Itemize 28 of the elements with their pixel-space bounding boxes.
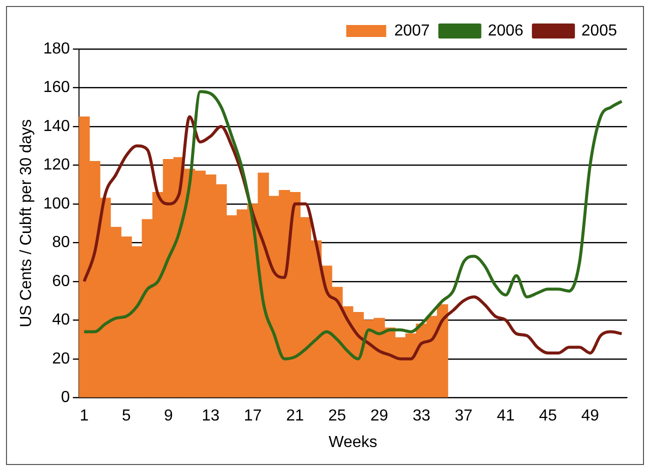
y-tick-label: 20 — [52, 350, 70, 368]
x-tick-label: 17 — [244, 408, 262, 425]
x-tick-label: 45 — [539, 408, 557, 425]
x-tick-label: 37 — [454, 408, 473, 425]
x-tick-label: 25 — [328, 408, 346, 425]
y-tick-label: 80 — [52, 234, 70, 252]
x-tick-label: 5 — [122, 408, 131, 425]
y-tick-label: 140 — [43, 118, 70, 135]
y-tick-label: 120 — [43, 156, 70, 174]
y-tick-label: 180 — [43, 40, 70, 58]
legend-label: 2005 — [581, 22, 618, 40]
y-tick-label: 100 — [43, 195, 70, 212]
y-axis-title: US Cents / Cubft per 30 days — [18, 119, 36, 328]
x-tick-label: 9 — [164, 408, 174, 425]
x-tick-label: 13 — [202, 408, 220, 425]
x-tick-label: 33 — [412, 408, 430, 425]
x-tick-label: 49 — [581, 408, 600, 425]
x-tick-label: 21 — [286, 408, 304, 425]
y-tick-label: 40 — [52, 312, 70, 329]
x-tick-label: 1 — [80, 408, 89, 425]
y-tick-label: 0 — [60, 389, 70, 406]
x-tick-label: 41 — [496, 408, 515, 425]
legend-label: 2006 — [488, 22, 524, 40]
y-tick-label: 60 — [52, 272, 70, 290]
x-tick-label: 29 — [370, 408, 388, 425]
y-tick-label: 160 — [43, 79, 70, 96]
legend-label: 2007 — [394, 22, 430, 40]
x-axis-title: Weeks — [328, 434, 378, 451]
